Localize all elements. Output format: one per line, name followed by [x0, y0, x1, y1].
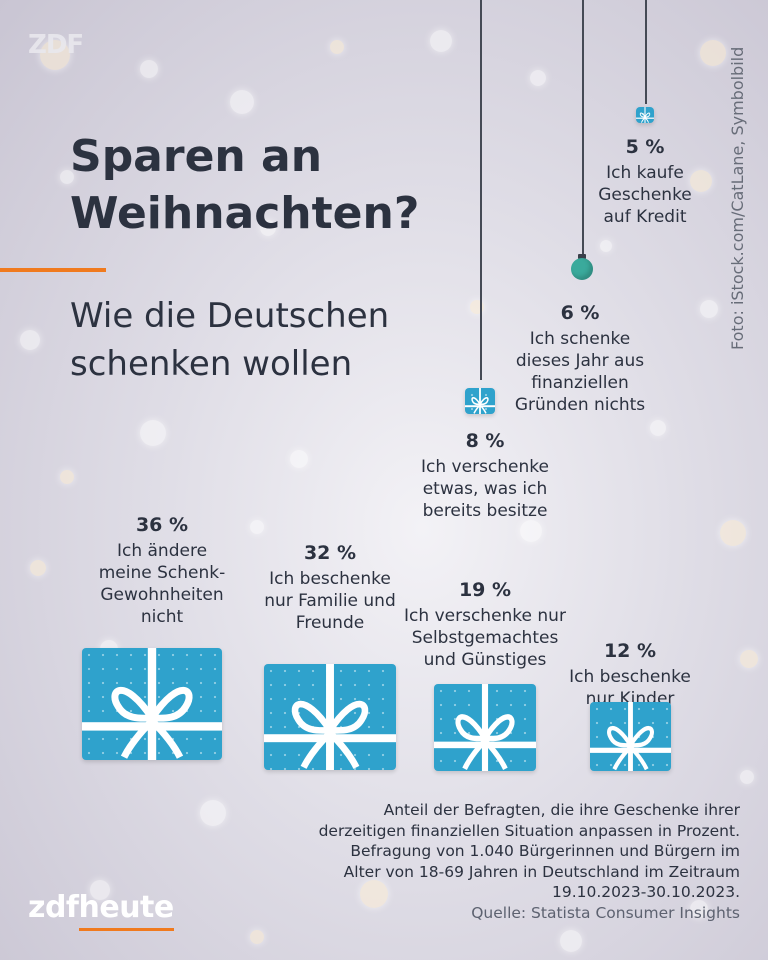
bokeh-light [530, 70, 546, 86]
photo-credit: Foto: iStock.com/CatLane, Symbolbild [728, 46, 747, 350]
bokeh-light [30, 560, 46, 576]
bokeh-light [230, 90, 254, 114]
value-label-0: 36 % [135, 514, 189, 536]
chart-source-note: Anteil der Befragten, die ihre Geschenke… [310, 800, 740, 923]
bar-label-5: 6 % Ich schenke dieses Jahr aus finanziell… [500, 300, 660, 416]
value-label-5: 6 % [560, 302, 600, 324]
gift-bar-19 [434, 684, 536, 771]
bokeh-light [60, 470, 74, 484]
bar-label-4: 8 % Ich verschenke etwas, was ich bereits … [400, 428, 570, 522]
zdfheute-logo: zdfheute [28, 890, 174, 925]
gift-bar-8 [465, 388, 495, 414]
bokeh-light [470, 300, 484, 314]
bar-label-6: 5 % Ich kaufe Geschenke auf Kredit [575, 134, 715, 228]
gift-bar-5 [636, 107, 654, 123]
bar-label-0: 36 % Ich ändere meine Schenk- Gewohnheiten… [82, 512, 242, 628]
category-label-2: Ich verschenke nur Selbstgemachtes und Gün… [404, 606, 566, 670]
bokeh-light [560, 930, 582, 952]
bokeh-light [140, 60, 158, 78]
bokeh-light [720, 520, 746, 546]
bokeh-light [650, 420, 666, 436]
bokeh-light [740, 650, 758, 668]
bokeh-light [700, 300, 718, 318]
page-subtitle: Wie die Deutschen schenken wollen [70, 296, 390, 384]
bokeh-light [700, 40, 726, 66]
bar-label-3: 12 % Ich beschenke nur Kinder [550, 638, 710, 710]
category-label-4: Ich verschenke etwas, was ich bereits besi… [421, 457, 549, 521]
ornament-cap [578, 254, 586, 259]
bokeh-light [330, 40, 344, 54]
gift-bar-32 [264, 664, 396, 770]
bokeh-light [20, 330, 40, 350]
bokeh-light [250, 930, 264, 944]
value-label-3: 12 % [603, 640, 657, 662]
bokeh-light [250, 520, 264, 534]
source-credit: Quelle: Statista Consumer Insights [471, 903, 740, 922]
accent-line [0, 268, 106, 272]
ribbon-bow-icon [264, 664, 396, 770]
hanging-string-8 [480, 0, 482, 380]
page-title: Sparen an Weihnachten? [70, 131, 420, 239]
value-label-4: 8 % [465, 430, 505, 452]
gift-bar-36 [82, 648, 222, 760]
ribbon-bow-icon [589, 702, 671, 771]
ornament-ball [571, 258, 593, 280]
category-label-1: Ich beschenke nur Familie und Freunde [264, 569, 396, 633]
bokeh-light [600, 240, 612, 252]
value-label-1: 32 % [303, 542, 357, 564]
bokeh-light [520, 520, 542, 542]
bokeh-light [140, 420, 166, 446]
category-label-5: Ich schenke dieses Jahr aus finanziellen Gr… [514, 329, 646, 415]
ribbon-bow-icon [465, 388, 495, 414]
ribbon-bow-icon [434, 684, 536, 771]
bokeh-light [740, 770, 754, 784]
bar-label-2: 19 % Ich verschenke nur Selbstgemachtes un… [395, 577, 575, 671]
logo-zdf-part: zdf [28, 890, 79, 925]
ribbon-bow-icon [636, 107, 654, 123]
category-label-0: Ich ändere meine Schenk- Gewohnheiten nicht [98, 541, 226, 627]
value-label-6: 5 % [625, 136, 665, 158]
hanging-string-5 [645, 0, 647, 104]
ribbon-bow-icon [82, 648, 222, 760]
category-label-6: Ich kaufe Geschenke auf Kredit [598, 163, 692, 227]
zdf-watermark-logo: ZDF [28, 30, 84, 60]
bokeh-light [290, 450, 308, 468]
hanging-string-6 [582, 0, 584, 258]
bokeh-light [430, 30, 452, 52]
gift-bar-12 [589, 702, 671, 771]
bokeh-light [200, 800, 226, 826]
survey-note: Anteil der Befragten, die ihre Geschenke… [318, 801, 740, 901]
value-label-2: 19 % [458, 579, 512, 601]
logo-heute-part: heute [78, 890, 175, 925]
bar-label-1: 32 % Ich beschenke nur Familie und Freunde [245, 540, 415, 634]
